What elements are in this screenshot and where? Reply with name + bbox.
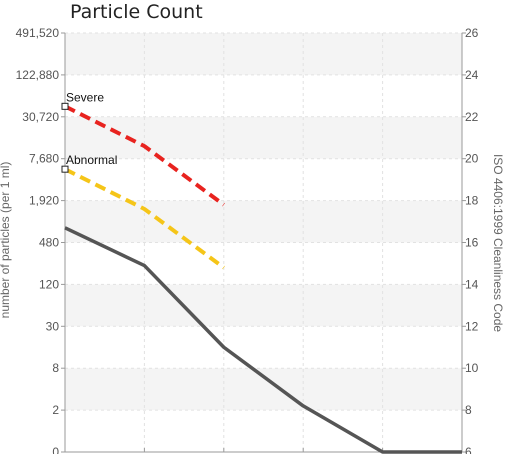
- right-tick-label: 14: [465, 277, 479, 291]
- left-tick-label: 480: [39, 236, 59, 250]
- left-tick-label: 1,920: [29, 194, 59, 208]
- series-marker-abnormal: [61, 165, 69, 173]
- chart-series: [61, 102, 462, 454]
- series-line-abnormal: [64, 167, 225, 270]
- right-tick-label: 18: [465, 194, 479, 208]
- right-tick-label: 12: [465, 319, 479, 333]
- right-axis-label: ISO 4406:1999 Cleanliness Code: [491, 154, 505, 332]
- left-tick-label: 30: [46, 319, 60, 333]
- grid-band: [65, 116, 462, 159]
- right-tick-label: 6: [465, 445, 472, 454]
- right-tick-label: 10: [465, 361, 479, 375]
- right-tick-label: 16: [465, 236, 479, 250]
- grid-band: [65, 326, 462, 369]
- grid-band: [65, 158, 462, 201]
- series-label-abnormal: Abnormal: [66, 153, 117, 167]
- right-tick-label: 20: [465, 152, 479, 166]
- grid-band: [65, 410, 462, 452]
- right-tick-label: 24: [465, 68, 479, 82]
- grid-band: [65, 74, 462, 117]
- right-tick-label: 26: [465, 26, 479, 40]
- left-axis-label: number of particles (per 1 ml): [0, 162, 12, 319]
- grid-band: [65, 200, 462, 243]
- left-tick-label: 491,520: [16, 26, 60, 40]
- left-tick-label: 122,880: [16, 68, 60, 82]
- series-line-measured: [64, 226, 462, 454]
- series-line-severe: [64, 104, 225, 207]
- left-tick-label: 120: [39, 277, 59, 291]
- left-tick-label: 8: [52, 361, 59, 375]
- series-label-severe: Severe: [66, 90, 104, 104]
- chart-grid: [65, 32, 462, 452]
- chart-labels: 491,520122,88030,7207,6801,9204801203082…: [16, 26, 479, 454]
- left-tick-label: 7,680: [29, 152, 59, 166]
- right-tick-label: 8: [465, 403, 472, 417]
- left-tick-label: 30,720: [22, 110, 59, 124]
- chart-title: Particle Count: [70, 1, 203, 23]
- series-marker-severe: [61, 102, 69, 110]
- left-tick-label: 2: [52, 403, 59, 417]
- grid-band: [65, 242, 462, 285]
- grid-band: [65, 33, 462, 75]
- left-tick-label: 0: [52, 445, 59, 454]
- grid-band: [65, 284, 462, 327]
- right-tick-label: 22: [465, 110, 479, 124]
